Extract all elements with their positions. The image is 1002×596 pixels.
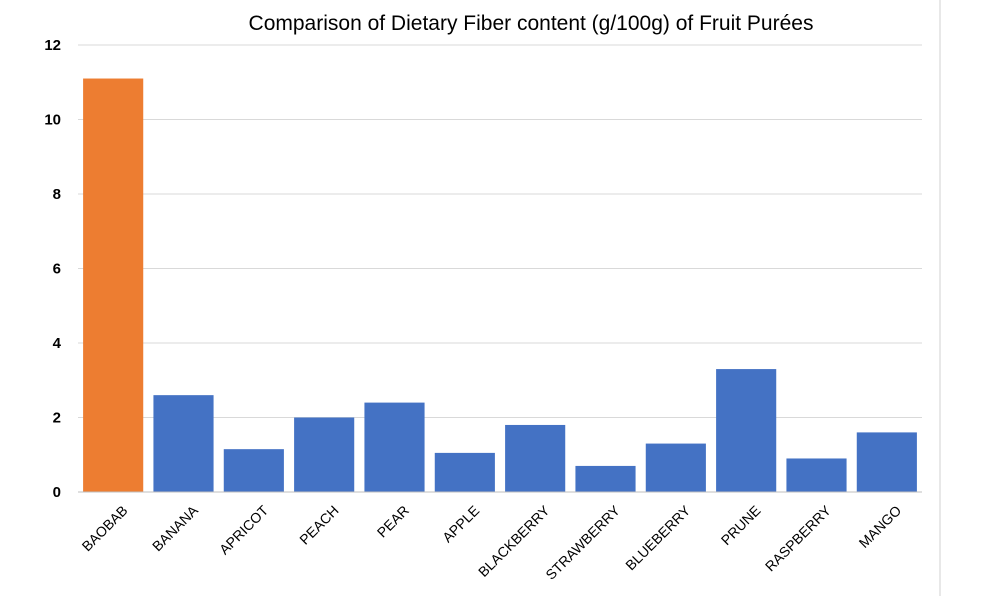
gridlines bbox=[78, 44, 922, 418]
bar-mango bbox=[856, 432, 917, 492]
bar-baobab bbox=[83, 78, 144, 493]
bar-apricot bbox=[223, 449, 284, 492]
bar-raspberry bbox=[786, 458, 847, 492]
bar-prune bbox=[716, 369, 777, 492]
y-tick-label: 10 bbox=[44, 112, 61, 129]
y-axis-ticks: 0 2 4 6 8 10 12 bbox=[44, 37, 61, 501]
bar-blueberry bbox=[645, 443, 706, 492]
bars bbox=[83, 78, 917, 493]
bar-banana bbox=[153, 395, 214, 492]
y-tick-label: 4 bbox=[53, 335, 62, 352]
y-tick-label: 2 bbox=[53, 410, 61, 427]
bar-strawberry bbox=[575, 465, 636, 492]
y-tick-label: 0 bbox=[53, 484, 61, 501]
y-tick-label: 6 bbox=[53, 261, 61, 278]
bar-pear bbox=[364, 402, 425, 492]
y-tick-label: 8 bbox=[53, 186, 61, 203]
bar-peach bbox=[294, 417, 355, 492]
bar-blackberry bbox=[505, 424, 566, 492]
y-tick-label: 12 bbox=[44, 37, 61, 54]
bar-apple bbox=[434, 452, 495, 492]
chart-title: Comparison of Dietary Fiber content (g/1… bbox=[249, 12, 814, 35]
